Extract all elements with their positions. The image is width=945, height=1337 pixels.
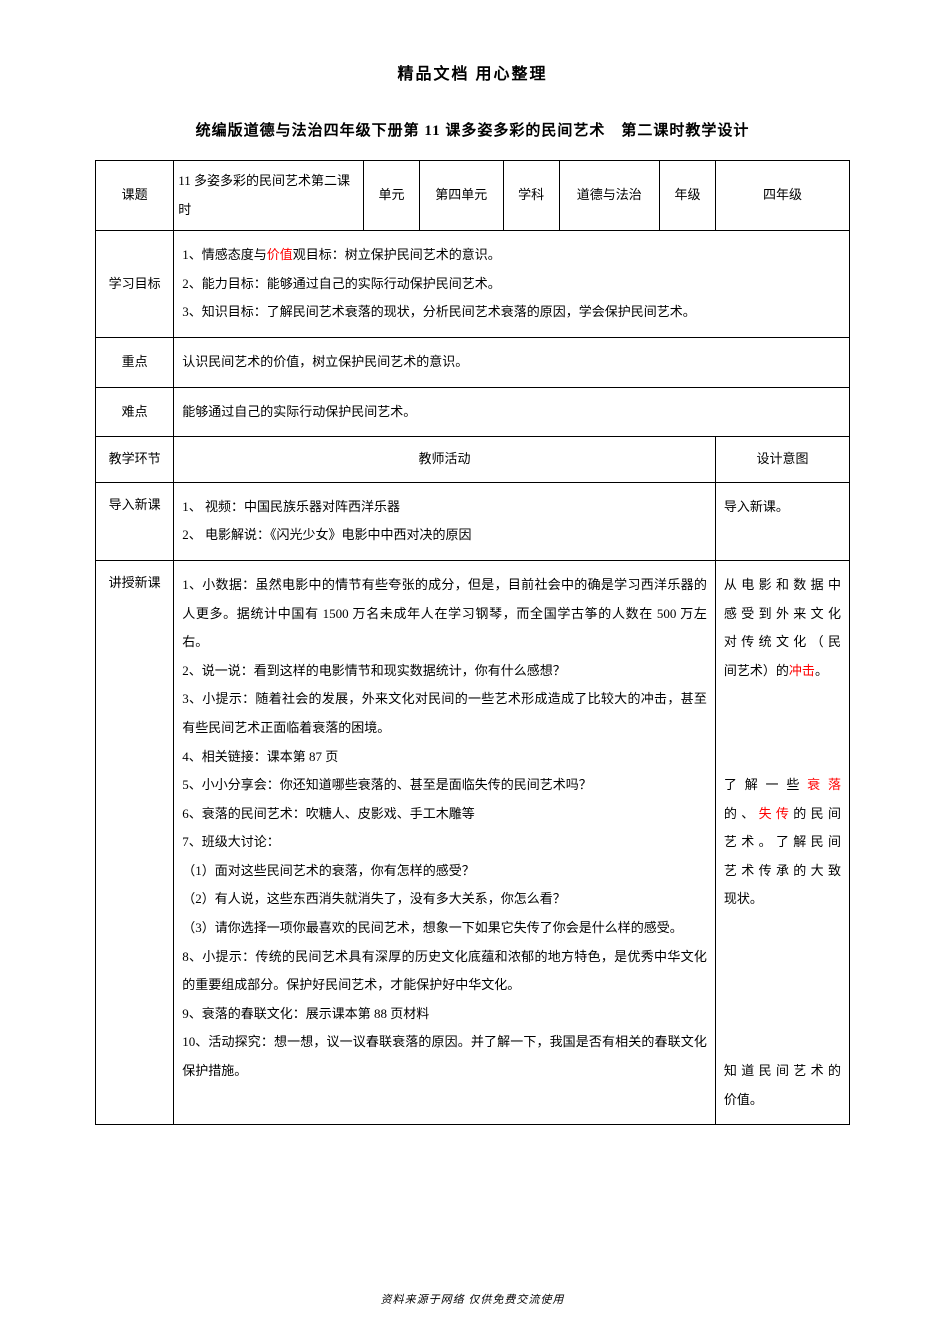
d2l1-prefix: 了解一些 — [724, 777, 807, 792]
teach-line-4: 5、小小分享会：你还知道哪些衰落的、甚至是面临失传的民间艺术吗？ — [182, 771, 707, 800]
keypoint-row: 重点 认识民间艺术的价值，树立保护民间艺术的意识。 — [96, 337, 850, 387]
teach-line-0: 1、小数据：虽然电影中的情节有些夸张的成分，但是，目前社会中的确是学习西洋乐器的… — [182, 571, 707, 657]
objective-line-2: 2、能力目标：能够通过自己的实际行动保护民间艺术。 — [182, 270, 841, 299]
design1-l1: 从电影和数据中 — [724, 571, 841, 600]
teaching-design: 从电影和数据中 感受到外来文化 对传统文化（民 间艺术）的冲击。 了解一些衰落 … — [715, 560, 849, 1124]
teach-line-12: 10、活动探究：想一想，议一议春联衰落的原因。并了解一下，我国是否有相关的春联文… — [182, 1028, 707, 1085]
teach-line-6: 7、班级大讨论： — [182, 828, 707, 857]
topic-value: 11 多姿多彩的民间艺术第二课时 — [174, 161, 364, 231]
intro-activity: 1、 视频：中国民族乐器对阵西洋乐器 2、 电影解说：《闪光少女》电影中中西对决… — [174, 482, 716, 560]
objectives-content: 1、情感态度与价值观目标：树立保护民间艺术的意识。 2、能力目标：能够通过自己的… — [174, 231, 850, 338]
teach-line-5: 6、衰落的民间艺术：吹糖人、皮影戏、手工木雕等 — [182, 800, 707, 829]
unit-value: 第四单元 — [419, 161, 503, 231]
meta-row: 课题 11 多姿多彩的民间艺术第二课时 单元 第四单元 学科 道德与法治 年级 … — [96, 161, 850, 231]
intro-row: 导入新课 1、 视频：中国民族乐器对阵西洋乐器 2、 电影解说：《闪光少女》电影… — [96, 482, 850, 560]
stage-header: 教学环节 — [96, 437, 174, 483]
teach-line-2: 3、小提示：随着社会的发展，外来文化对民间的一些艺术形成造成了比较大的冲击，甚至… — [182, 685, 707, 742]
d2l2-colored: 失传 — [759, 806, 794, 821]
intro-line-1: 1、 视频：中国民族乐器对阵西洋乐器 — [182, 493, 707, 522]
difficulty-row: 难点 能够通过自己的实际行动保护民间艺术。 — [96, 387, 850, 437]
teaching-stage: 讲授新课 — [96, 560, 174, 1124]
objective-line-3: 3、知识目标：了解民间艺术衰落的现状，分析民间艺术衰落的原因，学会保护民间艺术。 — [182, 298, 841, 327]
subject-label: 学科 — [503, 161, 559, 231]
design3-l2: 价值。 — [724, 1086, 841, 1115]
unit-label: 单元 — [364, 161, 420, 231]
obj1-colored: 价值 — [267, 247, 293, 262]
document-title: 统编版道德与法治四年级下册第 11 课多姿多彩的民间艺术 第二课时教学设计 — [95, 119, 850, 140]
subject-value: 道德与法治 — [559, 161, 660, 231]
obj1-suffix: 观目标：树立保护民间艺术的意识。 — [293, 247, 501, 262]
d2l2-suffix: 的民间 — [793, 806, 841, 821]
lesson-plan-table: 课题 11 多姿多彩的民间艺术第二课时 单元 第四单元 学科 道德与法治 年级 … — [95, 160, 850, 1125]
intro-stage: 导入新课 — [96, 482, 174, 560]
design1-l4: 间艺术）的冲击。 — [724, 657, 841, 686]
teach-line-7: （1）面对这些民间艺术的衰落，你有怎样的感受？ — [182, 857, 707, 886]
teach-line-11: 9、衰落的春联文化：展示课本第 88 页材料 — [182, 1000, 707, 1029]
teach-line-3: 4、相关链接：课本第 87 页 — [182, 743, 707, 772]
objectives-row: 学习目标 1、情感态度与价值观目标：树立保护民间艺术的意识。 2、能力目标：能够… — [96, 231, 850, 338]
d2l2-prefix: 的、 — [724, 806, 759, 821]
design2-l4: 艺术传承的大致 — [724, 857, 841, 886]
intro-design: 导入新课。 — [715, 482, 849, 560]
obj1-prefix: 1、情感态度与 — [182, 247, 267, 262]
d1l4-prefix: 间艺术）的 — [724, 663, 789, 678]
teach-line-8: （2）有人说，这些东西消失就消失了，没有多大关系，你怎么看？ — [182, 885, 707, 914]
difficulty-label: 难点 — [96, 387, 174, 437]
design2-l2: 的、失传的民间 — [724, 800, 841, 829]
teach-line-9: （3）请你选择一项你最喜欢的民间艺术，想象一下如果它失传了你会是什么样的感受。 — [182, 914, 707, 943]
design2-l3: 艺术。了解民间 — [724, 828, 841, 857]
activity-header: 教师活动 — [174, 437, 716, 483]
objectives-label: 学习目标 — [96, 231, 174, 338]
topic-label: 课题 — [96, 161, 174, 231]
grade-label: 年级 — [660, 161, 716, 231]
teaching-activity: 1、小数据：虽然电影中的情节有些夸张的成分，但是，目前社会中的确是学习西洋乐器的… — [174, 560, 716, 1124]
design2-l5: 现状。 — [724, 885, 841, 914]
design1-l2: 感受到外来文化 — [724, 600, 841, 629]
design1-l3: 对传统文化（民 — [724, 628, 841, 657]
page-footer: 资料来源于网络 仅供免费交流使用 — [0, 1291, 945, 1307]
page-container: 精品文档 用心整理 统编版道德与法治四年级下册第 11 课多姿多彩的民间艺术 第… — [0, 0, 945, 1165]
page-top-header: 精品文档 用心整理 — [95, 60, 850, 84]
teaching-row: 讲授新课 1、小数据：虽然电影中的情节有些夸张的成分，但是，目前社会中的确是学习… — [96, 560, 850, 1124]
intro-line-2: 2、 电影解说：《闪光少女》电影中中西对决的原因 — [182, 521, 707, 550]
design2-l1: 了解一些衰落 — [724, 771, 841, 800]
grade-value: 四年级 — [715, 161, 849, 231]
objective-line-1: 1、情感态度与价值观目标：树立保护民间艺术的意识。 — [182, 241, 841, 270]
keypoint-label: 重点 — [96, 337, 174, 387]
teach-line-10: 8、小提示：传统的民间艺术具有深厚的历史文化底蕴和浓郁的地方特色，是优秀中华文化… — [182, 943, 707, 1000]
difficulty-value: 能够通过自己的实际行动保护民间艺术。 — [174, 387, 850, 437]
d1l4-colored: 冲击 — [789, 663, 815, 678]
design-header: 设计意图 — [715, 437, 849, 483]
section-header-row: 教学环节 教师活动 设计意图 — [96, 437, 850, 483]
d1l4-suffix: 。 — [815, 663, 828, 678]
teach-line-1: 2、说一说：看到这样的电影情节和现实数据统计，你有什么感想？ — [182, 657, 707, 686]
design3-l1: 知道民间艺术的 — [724, 1057, 841, 1086]
d2l1-colored: 衰落 — [807, 777, 841, 792]
keypoint-value: 认识民间艺术的价值，树立保护民间艺术的意识。 — [174, 337, 850, 387]
